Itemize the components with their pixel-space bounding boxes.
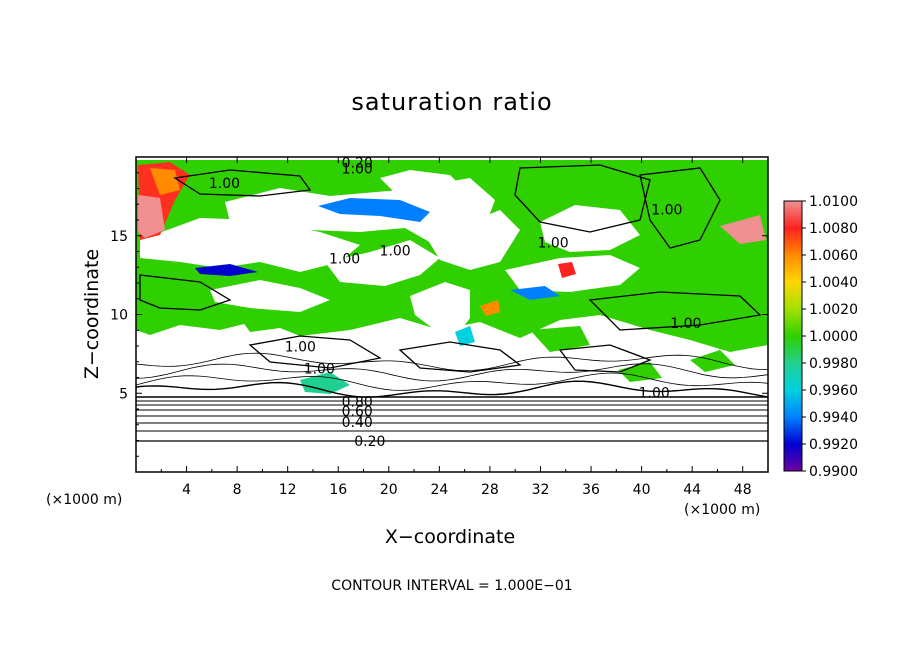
contour-labels: 0.20 0.400.600.80 1.00 1.00 1.00 1.00 1.00 1.00… bbox=[209, 155, 702, 450]
x-axis-label: X−coordinate bbox=[384, 526, 516, 548]
supersaturated-patch bbox=[558, 262, 576, 278]
subsaturated-streak bbox=[318, 198, 430, 222]
contour-line bbox=[136, 380, 768, 398]
supersaturated-patch bbox=[720, 215, 766, 244]
colorbar-label: 1.0100 bbox=[809, 194, 858, 210]
x-unit-right: (×1000 m) bbox=[684, 502, 761, 518]
contour-label: 0.60 bbox=[342, 404, 373, 420]
contour-line bbox=[588, 291, 762, 331]
x-tick-label: 48 bbox=[734, 482, 752, 498]
x-tick-label: 44 bbox=[683, 482, 701, 498]
contour-label: 1.00 bbox=[380, 244, 411, 260]
y-tick-label: 10 bbox=[110, 308, 128, 324]
chart-title: saturation ratio bbox=[351, 88, 553, 116]
colorbar-label: 1.0000 bbox=[809, 329, 858, 345]
cloud-region-lower bbox=[530, 326, 590, 352]
colorbar-label: 0.9960 bbox=[809, 383, 858, 399]
contour-line bbox=[558, 344, 652, 373]
colorbar-swatch bbox=[784, 201, 802, 229]
x-tick-label: 8 bbox=[233, 482, 242, 498]
contour-line bbox=[248, 335, 382, 369]
colorbar-label: 1.0060 bbox=[809, 248, 858, 264]
contour-line bbox=[139, 274, 232, 311]
cloud-region-lower bbox=[618, 362, 662, 382]
colorbar-label: 0.9980 bbox=[809, 356, 858, 372]
contour-label: 1.00 bbox=[329, 251, 360, 267]
dry-region bbox=[140, 218, 360, 272]
colorbar-label: 0.9900 bbox=[809, 464, 858, 480]
subsaturated-streak bbox=[300, 372, 350, 394]
contour-label: 1.00 bbox=[639, 385, 670, 401]
dry-region bbox=[425, 210, 520, 270]
subsaturated-streak bbox=[510, 286, 560, 300]
x-tick-label: 4 bbox=[182, 482, 191, 498]
contour-label: 1.00 bbox=[670, 316, 701, 332]
colorbar-label: 1.0080 bbox=[809, 221, 858, 237]
x-tick-label: 40 bbox=[633, 482, 651, 498]
y-axis-label: Z−coordinate bbox=[81, 248, 103, 380]
colorbar-swatch bbox=[784, 336, 802, 364]
colorbar-swatch bbox=[784, 363, 802, 391]
dry-region bbox=[325, 240, 440, 286]
x-tick-label: 36 bbox=[582, 482, 600, 498]
colorbar-swatch bbox=[784, 309, 802, 337]
colorbar-swatch bbox=[784, 417, 802, 445]
contour-label: 0.40 bbox=[342, 415, 373, 431]
colorbar: 1.0100 1.0080 1.0060 1.0040 1.0020 1.0000 0.99… bbox=[783, 194, 858, 480]
contour-label: 1.00 bbox=[285, 340, 316, 356]
cloud-region-lower bbox=[240, 312, 280, 332]
colorbar-swatch bbox=[784, 282, 802, 310]
contour-label: 1.00 bbox=[209, 176, 240, 192]
contour-line bbox=[136, 363, 768, 382]
colorbar-swatch bbox=[784, 390, 802, 418]
contour-label: 1.00 bbox=[342, 162, 373, 178]
contour-line bbox=[136, 352, 768, 372]
colorbar-label: 1.0020 bbox=[809, 302, 858, 318]
colorbar-label: 0.9920 bbox=[809, 437, 858, 453]
subsaturated-streak bbox=[195, 264, 258, 276]
contour-line bbox=[398, 341, 522, 373]
subsaturated-streak bbox=[455, 326, 475, 346]
y-tick-label: 15 bbox=[110, 229, 128, 245]
x-tick-label: 12 bbox=[279, 482, 297, 498]
supersaturated-patch bbox=[150, 168, 180, 195]
colorbar-label: 0.9940 bbox=[809, 410, 858, 426]
contour-label: 1.00 bbox=[538, 236, 569, 252]
contour-line bbox=[639, 167, 721, 249]
supersaturated-patch bbox=[480, 300, 500, 316]
colorbar-label: 1.0040 bbox=[809, 275, 858, 291]
x-tick-label: 28 bbox=[481, 482, 499, 498]
contour-lines bbox=[136, 164, 768, 442]
y-tick-label: 5 bbox=[119, 386, 128, 402]
contour-label: 0.20 bbox=[342, 155, 373, 171]
dry-region bbox=[540, 205, 640, 252]
colorbar-swatch bbox=[784, 228, 802, 256]
contour-label: 1.00 bbox=[651, 203, 682, 219]
contour-line bbox=[136, 372, 768, 391]
x-tick-label: 20 bbox=[380, 482, 398, 498]
dry-region bbox=[410, 282, 470, 338]
colorbar-swatch bbox=[784, 444, 802, 472]
contour-interval-note: CONTOUR INTERVAL = 1.000E−01 bbox=[331, 578, 573, 594]
saturation-field bbox=[136, 157, 768, 472]
x-tick-label: 16 bbox=[329, 482, 347, 498]
dry-region bbox=[210, 280, 330, 312]
x-tick-label: 32 bbox=[532, 482, 550, 498]
colorbar-swatch bbox=[784, 255, 802, 283]
contour-line bbox=[173, 169, 312, 197]
contour-label: 1.00 bbox=[304, 362, 335, 378]
supersaturated-patch bbox=[138, 195, 165, 238]
contour-line bbox=[514, 164, 651, 233]
contour-label: 0.80 bbox=[342, 395, 373, 411]
contour-label: 0.20 bbox=[354, 434, 385, 450]
x-tick-label: 24 bbox=[430, 482, 448, 498]
cloud-region-lower bbox=[690, 350, 735, 372]
dry-region bbox=[380, 170, 465, 200]
x-unit-left: (×1000 m) bbox=[46, 492, 123, 508]
